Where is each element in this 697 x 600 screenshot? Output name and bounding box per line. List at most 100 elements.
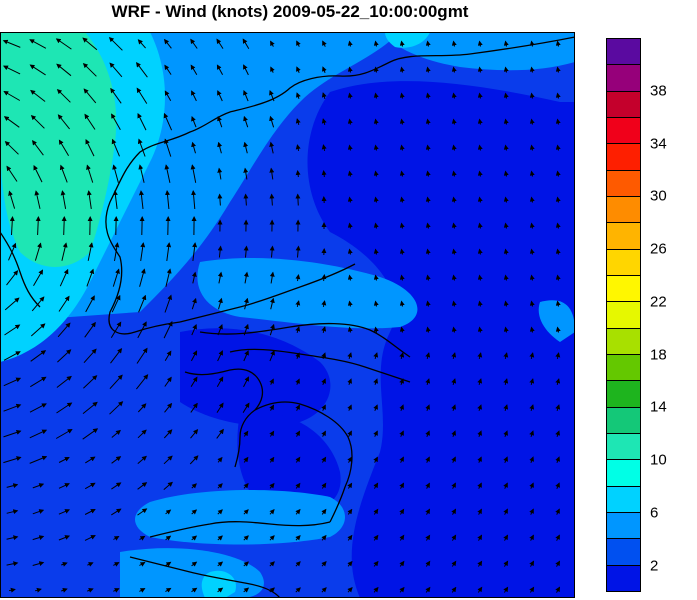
wind-arrow bbox=[503, 508, 508, 515]
wind-arrow bbox=[164, 138, 172, 157]
wind-arrow bbox=[243, 587, 250, 593]
wind-arrow bbox=[86, 268, 95, 287]
wind-arrow bbox=[373, 586, 379, 593]
wind-arrow bbox=[29, 403, 47, 413]
wind-arrow bbox=[137, 482, 148, 490]
wind-arrow bbox=[503, 40, 509, 47]
wind-arrow bbox=[111, 294, 121, 313]
wind-speed-colorbar bbox=[606, 38, 641, 592]
wind-arrow bbox=[503, 92, 509, 99]
wind-arrow bbox=[29, 64, 46, 76]
wind-arrow bbox=[6, 483, 19, 489]
wind-arrow bbox=[399, 404, 404, 411]
wind-arrow bbox=[269, 89, 275, 102]
wind-arrow bbox=[137, 138, 146, 157]
wind-arrow bbox=[347, 352, 353, 360]
wind-arrow bbox=[373, 430, 378, 437]
wind-arrow bbox=[555, 326, 561, 333]
wind-arrow bbox=[218, 297, 223, 310]
wind-arrow bbox=[451, 430, 456, 437]
moderate-wind-band-south bbox=[135, 490, 345, 545]
wind-arrow bbox=[269, 587, 275, 593]
wind-arrow bbox=[4, 324, 21, 336]
wind-arrow bbox=[61, 561, 68, 567]
wind-arrow bbox=[3, 456, 22, 464]
wind-arrow bbox=[529, 196, 535, 203]
wind-arrow bbox=[425, 40, 431, 47]
wind-arrow bbox=[347, 248, 353, 255]
wind-arrow bbox=[477, 66, 483, 73]
wind-vectors bbox=[2, 36, 561, 593]
wind-arrow bbox=[32, 535, 45, 541]
wind-arrow bbox=[3, 351, 21, 361]
wind-arrow bbox=[425, 222, 431, 229]
wind-arrow bbox=[111, 429, 121, 438]
wind-arrow bbox=[425, 508, 430, 515]
wind-arrow bbox=[503, 560, 509, 567]
wind-arrow bbox=[529, 326, 535, 333]
wind-arrow bbox=[269, 349, 275, 362]
wind-arrow bbox=[191, 323, 197, 336]
calm-region-east bbox=[307, 81, 575, 598]
wind-arrow bbox=[30, 350, 47, 362]
wind-arrow bbox=[31, 140, 44, 156]
wind-arrow bbox=[217, 323, 223, 336]
wind-arrow bbox=[373, 560, 379, 567]
colorbar-tick-label: 38 bbox=[650, 82, 667, 100]
wind-arrow bbox=[58, 457, 70, 463]
wind-arrow bbox=[269, 430, 275, 437]
wind-arrow bbox=[477, 170, 483, 177]
wind-arrow bbox=[295, 535, 301, 541]
wind-arrow bbox=[373, 248, 379, 255]
wind-arrow bbox=[190, 429, 199, 439]
wind-arrow bbox=[2, 39, 21, 48]
wind-arrow bbox=[555, 456, 560, 463]
wind-arrow bbox=[58, 295, 70, 312]
wind-arrow bbox=[243, 456, 249, 463]
colorbar-swatch bbox=[607, 91, 640, 118]
wind-arrow bbox=[137, 39, 146, 49]
wind-arrow bbox=[503, 482, 508, 489]
wind-arrow bbox=[243, 64, 249, 76]
wind-arrow bbox=[477, 248, 483, 255]
wind-arrow bbox=[451, 274, 457, 281]
wind-arrow bbox=[347, 274, 353, 281]
wind-arrow bbox=[321, 587, 327, 593]
wind-arrow bbox=[425, 352, 431, 360]
moderate-wind-band-middle bbox=[197, 257, 418, 329]
wind-arrow bbox=[296, 66, 301, 73]
wind-arrow bbox=[555, 534, 560, 541]
wind-arrow bbox=[137, 403, 147, 413]
wind-arrow bbox=[373, 274, 379, 281]
wind-arrow bbox=[477, 118, 483, 125]
wind-arrow bbox=[29, 455, 48, 464]
wind-arrow bbox=[82, 401, 98, 414]
wind-arrow bbox=[58, 509, 71, 515]
wind-arrow bbox=[165, 587, 172, 593]
colorbar-swatch bbox=[607, 512, 640, 540]
wind-arrow bbox=[61, 216, 67, 236]
wind-arrow bbox=[190, 164, 197, 183]
wind-arrow bbox=[477, 560, 483, 567]
wind-arrow bbox=[3, 116, 20, 128]
wind-arrow bbox=[295, 404, 300, 411]
wind-arrow bbox=[9, 216, 15, 236]
colorbar-tick-label: 30 bbox=[650, 187, 667, 205]
wind-arrow bbox=[85, 295, 95, 313]
wind-arrow bbox=[114, 242, 120, 261]
wind-arrow bbox=[136, 347, 148, 364]
wind-arrow bbox=[451, 378, 457, 386]
wind-arrow bbox=[555, 482, 560, 489]
wind-arrow bbox=[8, 587, 16, 593]
wind-arrow bbox=[136, 61, 148, 78]
wind-arrow bbox=[321, 508, 327, 515]
colorbar-tick-label: 34 bbox=[650, 135, 667, 153]
colorbar-swatch bbox=[607, 328, 640, 355]
wind-arrow bbox=[555, 300, 561, 307]
wind-arrow bbox=[555, 92, 561, 99]
colorbar-swatch bbox=[607, 39, 640, 66]
wind-arrow bbox=[399, 456, 404, 463]
wind-arrow bbox=[33, 269, 43, 287]
wind-arrow bbox=[217, 509, 223, 515]
wind-arrow bbox=[399, 66, 405, 73]
